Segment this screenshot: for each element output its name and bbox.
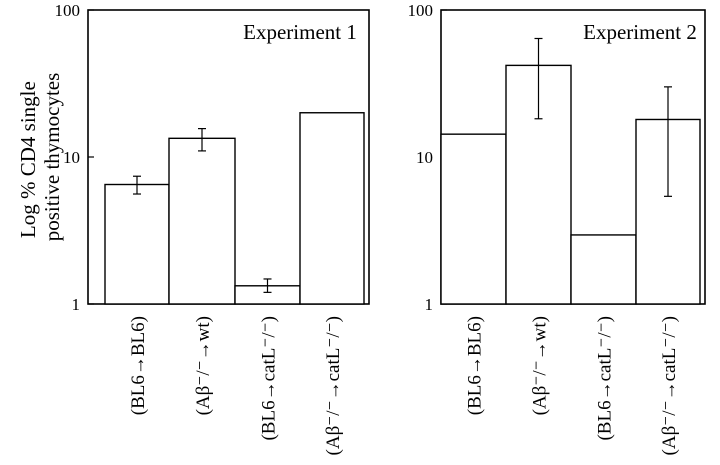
category-label: (Aβ⁻/⁻→wt)	[530, 316, 551, 415]
panel-experiment-1: 1 10 100 (BL6→BL6) (Aβ⁻/⁻→wt) (BL6→catL⁻/⁻) (A…	[55, 1, 370, 455]
y-tick-label: 1	[425, 295, 434, 314]
panel-title: Experiment 2	[583, 20, 697, 44]
category-label: (BL6→catL⁻/⁻)	[259, 316, 280, 441]
panel-title: Experiment 1	[243, 20, 357, 44]
y-axis-label-line-2: positive thymocytes	[40, 73, 64, 242]
category-label: (Aβ⁻/⁻→catL⁻/⁻)	[323, 316, 344, 455]
y-axis-label-line-1: Log % CD4 single	[16, 81, 40, 238]
bar	[299, 112, 365, 305]
panel-experiment-2: 1 10 100 (BL6→BL6) (Aβ⁻/⁻→wt) (BL6→catL⁻/⁻) (A…	[408, 1, 706, 455]
bar	[168, 137, 236, 305]
category-label: (BL6→BL6)	[128, 316, 149, 415]
category-label: (Aβ⁻/⁻→wt)	[193, 316, 214, 415]
category-label: (Aβ⁻/⁻→catL⁻/⁻)	[659, 316, 680, 455]
bar	[440, 133, 507, 305]
y-tick-label: 10	[63, 148, 80, 167]
bar	[570, 234, 637, 305]
y-tick-label: 100	[408, 1, 434, 20]
y-tick-label: 10	[416, 148, 433, 167]
category-label: (BL6→BL6)	[465, 316, 486, 415]
y-axis-label: Log % CD4 single positive thymocytes	[16, 73, 64, 242]
bar	[104, 183, 170, 305]
y-tick-label: 1	[72, 295, 81, 314]
y-tick-label: 100	[55, 1, 81, 20]
category-label: (BL6→catL⁻/⁻)	[595, 316, 616, 441]
